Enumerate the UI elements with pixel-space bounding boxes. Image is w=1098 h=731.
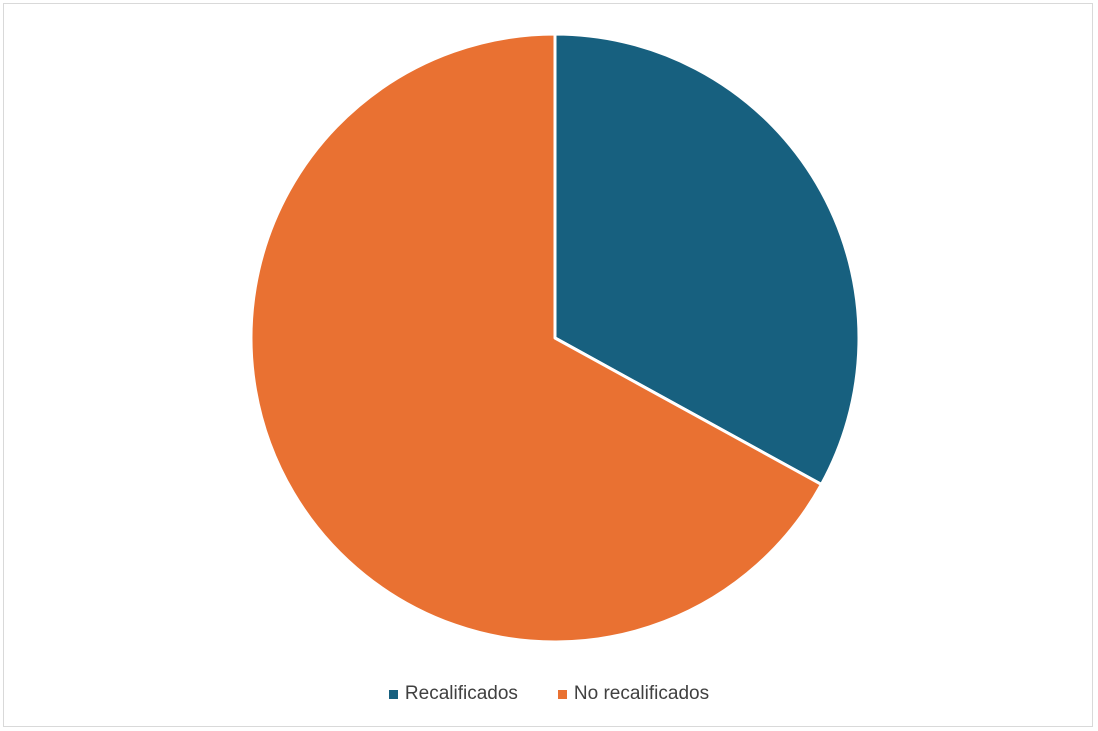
legend-label-recalificados: Recalificados	[404, 683, 518, 704]
legend-label-no-recalificados: No recalificados	[573, 683, 710, 704]
pie-slice-recalificados	[553, 32, 861, 486]
legend-item-no-recalificados: No recalificados	[557, 683, 710, 705]
legend: Recalificados No recalificados	[0, 683, 1098, 705]
legend-swatch-no-recalificados	[557, 689, 567, 699]
pie-slice-no-recalificados	[249, 32, 823, 644]
legend-swatch-recalificados	[388, 689, 398, 699]
legend-item-recalificados: Recalificados	[388, 683, 518, 705]
